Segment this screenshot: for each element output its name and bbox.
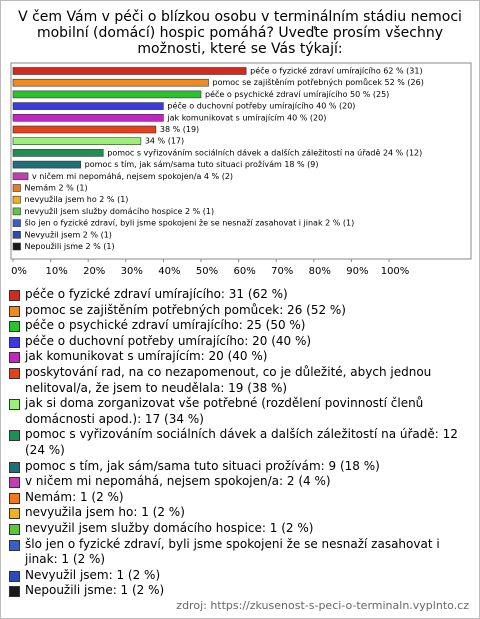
legend-label: pomoc s tím, jak sám/sama tuto situaci p… [25, 458, 380, 473]
legend-swatch [9, 539, 20, 551]
legend-label: pomoc s vyřizováním sociálních dávek a d… [25, 427, 458, 457]
legend-item: v ničem mi nepomáhá, nejsem spokojen/a: … [9, 474, 471, 490]
bar-label: v ničem mi nepomáhá, nejsem spokojen/a 4… [32, 171, 233, 181]
x-tick-label: 90% [346, 266, 368, 277]
legend-item: péče o fyzické zdraví umírajícího: 31 (6… [9, 287, 471, 303]
bar [12, 137, 142, 145]
bar [12, 242, 21, 251]
legend-label: poskytování rad, na co nezapomenout, co … [25, 364, 432, 395]
legend-swatch [9, 492, 20, 504]
legend-item: jak si doma zorganizovat vše potřebné (r… [9, 396, 471, 427]
bar-label: pomoc s vyřizováním sociálních dávek a d… [107, 147, 422, 157]
legend-item: péče o psychické zdraví umírajícího: 25 … [9, 318, 471, 334]
bar [12, 67, 247, 75]
x-tick-label: 80% [309, 266, 331, 277]
legend-swatch [9, 305, 20, 317]
x-tick-label: 10% [45, 266, 67, 277]
x-tick-label: 0% [11, 266, 27, 277]
legend-label: nevyužil jsem služby domácího hospice: 1… [25, 520, 314, 535]
legend-label: Nepoužili jsme: 1 (2 %) [25, 583, 165, 598]
bar [12, 78, 209, 87]
legend-label: jak si doma zorganizovat vše potřebné (r… [25, 396, 424, 426]
legend-swatch [9, 290, 20, 301]
bar [12, 219, 21, 227]
x-tick-label: 40% [158, 266, 180, 277]
legend-item: poskytování rad, na co nezapomenout, co … [9, 365, 471, 396]
bar-label: nevyužila jsem ho 2 % (1) [25, 195, 129, 204]
bar [12, 184, 21, 192]
legend-item: nevyužil jsem služby domácího hospice: 1… [9, 521, 471, 537]
legend-item: Nemám: 1 (2 %) [9, 490, 471, 506]
bar [12, 231, 21, 239]
legend-swatch [9, 352, 20, 364]
legend-item: péče o duchovní potřeby umírajícího: 20 … [9, 334, 471, 350]
bar-label: péče o duchovní potřeby umírajícího 40 %… [167, 101, 355, 111]
bar [12, 125, 157, 134]
legend-swatch [9, 586, 20, 598]
legend-item: Nevyužil jsem: 1 (2 %) [9, 568, 471, 584]
x-tick-label: 70% [271, 266, 293, 277]
bar-label: jak komunikovat s umírajícím 40 % (20) [166, 113, 326, 122]
chart: 0% 10% 20% 30% 40% 50% 60% 70% 80% 90% 100% péče o … [10, 62, 472, 277]
legend-label: jak komunikovat s umírajícím: 20 (40 %) [25, 349, 268, 364]
bar-label: pomoc s tím, jak sám/sama tuto situaci p… [85, 160, 319, 169]
legend-label: péče o duchovní potřeby umírajícího: 20 … [25, 333, 312, 348]
chart-title: V čem Vám v péči o blízkou osobu v termi… [18, 9, 462, 57]
bar-label: Nepoužili jsme 2 % (1) [25, 242, 115, 251]
legend-label: péče o psychické zdraví umírajícího: 25 … [25, 318, 306, 333]
x-tick-label: 100% [381, 266, 410, 277]
legend-label: šlo jen o fyzické zdraví, byli jsme spok… [25, 536, 440, 567]
legend-label: Nevyužil jsem: 1 (2 %) [25, 567, 161, 582]
bar-label: 34 % (17) [145, 137, 184, 146]
legend-label: pomoc se zajištěním potřebných pomůcek: … [25, 302, 346, 317]
bar [12, 160, 81, 169]
source: zdroj: https://zkusenost-s-peci-o-termin… [176, 599, 469, 612]
legend-label: nevyužila jsem ho: 1 (2 %) [25, 505, 185, 520]
bar-label: péče o fyzické zdraví umírajícího 62 % (… [250, 66, 422, 76]
legend-swatch [9, 430, 20, 442]
legend-label: péče o fyzické zdraví umírajícího: 31 (6… [25, 287, 288, 301]
legend-swatch [9, 477, 20, 489]
bar-label: 38 % (19) [160, 125, 199, 134]
bar [12, 90, 202, 99]
bar [12, 207, 21, 216]
x-tick-label: 50% [196, 266, 218, 277]
bar-label: pomoc se zajištěním potřebných pomůcek 5… [213, 77, 424, 87]
bar-label: nevyužil jsem služby domácího hospice 2 … [25, 207, 215, 216]
legend-item: pomoc s tím, jak sám/sama tuto situaci p… [9, 459, 471, 475]
legend-swatch [9, 399, 20, 411]
bar-label: péče o psychické zdraví umírajícího 50 %… [205, 89, 389, 99]
legend-item: Nepoužili jsme: 1 (2 %) [9, 583, 471, 599]
legend-label: v ničem mi nepomáhá, nejsem spokojen/a: … [25, 474, 331, 489]
bar-label: Nemám 2 % (1) [25, 184, 88, 193]
legend-item: šlo jen o fyzické zdraví, byli jsme spok… [9, 537, 471, 568]
bar [12, 102, 164, 110]
legend-swatch [9, 336, 20, 348]
legend-swatch [9, 321, 20, 333]
x-tick-label: 30% [121, 266, 143, 277]
bar-label: Nevyužil jsem 2 % (1) [25, 230, 112, 239]
legend: péče o fyzické zdraví umírajícího: 31 (6… [9, 287, 471, 599]
x-tick-label: 20% [83, 266, 105, 277]
legend-item: pomoc se zajištěním potřebných pomůcek: … [9, 303, 471, 319]
legend-swatch [9, 570, 20, 582]
legend-item: pomoc s vyřizováním sociálních dávek a d… [9, 427, 471, 458]
bar [12, 149, 104, 157]
legend-swatch [9, 508, 20, 520]
x-tick-label: 60% [233, 266, 255, 277]
bar [12, 172, 29, 181]
bar-label: šlo jen o fyzické zdraví, byli jsme spok… [25, 218, 355, 228]
legend-item: nevyužila jsem ho: 1 (2 %) [9, 505, 471, 521]
bar [12, 195, 21, 204]
legend-swatch [9, 367, 20, 379]
legend-item: jak komunikovat s umírajícím: 20 (40 %) [9, 349, 471, 365]
legend-swatch [9, 523, 20, 535]
legend-label: Nemám: 1 (2 %) [25, 489, 124, 504]
bar [12, 113, 164, 122]
legend-swatch [9, 461, 20, 473]
